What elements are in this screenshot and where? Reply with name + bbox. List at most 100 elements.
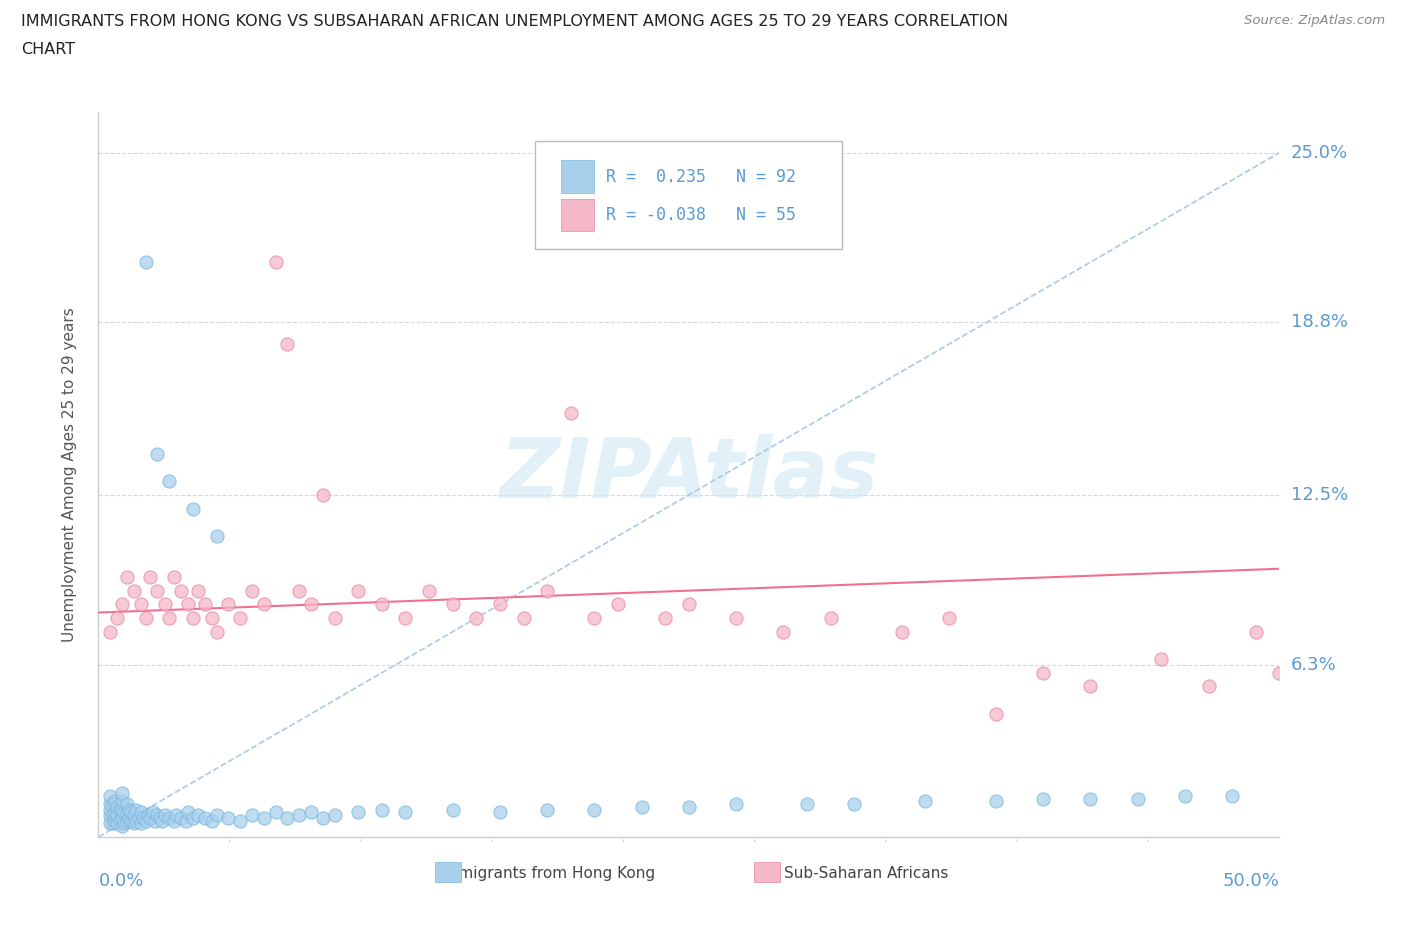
Point [253,810,276,825]
Point [122,807,145,822]
Point [111,810,134,825]
Point [630,800,652,815]
Point [170,810,193,825]
Text: Immigrants from Hong Kong: Immigrants from Hong Kong [439,866,655,881]
Point [136,807,159,822]
Point [725,611,748,626]
Point [796,797,818,812]
Point [1198,679,1220,694]
Point [371,803,394,817]
Point [165,807,187,822]
Point [1032,665,1054,680]
Point [135,255,157,270]
Point [489,597,512,612]
Point [163,569,186,584]
Point [111,803,134,817]
Point [914,794,936,809]
Point [583,611,606,626]
Point [181,501,204,516]
Point [205,528,228,543]
Point [890,624,912,639]
Point [101,816,124,830]
Point [205,624,228,639]
Point [205,807,228,822]
Point [288,807,311,822]
Text: 18.8%: 18.8% [1291,313,1347,331]
Point [844,797,866,812]
Point [101,807,124,822]
Point [583,803,606,817]
Point [104,794,127,809]
Point [1268,665,1291,680]
Point [725,797,748,812]
Point [1150,652,1173,667]
Text: 12.5%: 12.5% [1291,485,1348,504]
Point [132,810,155,825]
Point [201,813,224,828]
Point [170,583,193,598]
Point [299,805,322,820]
Point [157,611,180,626]
Point [115,805,138,820]
Point [98,789,121,804]
Point [98,797,121,812]
Point [98,624,121,639]
Point [276,337,298,352]
Text: R = -0.038   N = 55: R = -0.038 N = 55 [606,206,796,224]
Point [121,805,143,820]
Text: ZIPAtlas: ZIPAtlas [499,433,879,515]
Point [194,597,217,612]
Text: CHART: CHART [21,42,75,57]
Point [163,813,186,828]
Text: 6.3%: 6.3% [1291,656,1336,673]
Point [560,405,582,420]
Point [108,813,131,828]
Point [512,611,534,626]
Point [112,816,135,830]
Point [1126,791,1149,806]
Point [111,794,134,809]
Point [121,813,143,828]
Point [323,807,346,822]
Point [253,597,276,612]
Point [347,805,370,820]
Point [143,813,166,828]
Point [938,611,960,626]
Point [441,597,464,612]
Point [105,816,128,830]
Point [104,813,127,828]
Point [125,813,148,828]
Point [111,786,134,801]
Point [984,794,1007,809]
Point [181,810,204,825]
Point [118,810,141,825]
Point [240,807,263,822]
Point [347,583,370,598]
Point [111,597,134,612]
Point [607,597,630,612]
Point [229,611,252,626]
Point [312,810,335,825]
Point [98,807,121,822]
Point [394,611,416,626]
FancyBboxPatch shape [561,160,595,193]
Point [323,611,346,626]
Point [489,805,512,820]
Point [142,805,165,820]
Point [101,797,124,812]
Text: Sub-Saharan Africans: Sub-Saharan Africans [785,866,948,881]
Point [312,487,335,502]
Point [174,813,197,828]
Point [98,803,121,817]
FancyBboxPatch shape [536,140,842,249]
Point [122,816,145,830]
Point [146,446,169,461]
Point [129,816,152,830]
Point [125,803,148,817]
Text: 50.0%: 50.0% [1223,871,1279,890]
Point [1080,679,1102,694]
FancyBboxPatch shape [754,862,780,882]
Point [146,583,169,598]
Point [441,803,464,817]
Point [118,803,141,817]
